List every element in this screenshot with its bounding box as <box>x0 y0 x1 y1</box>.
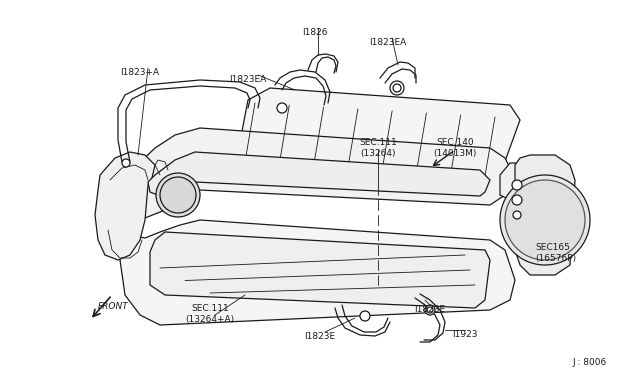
Text: (13264+A): (13264+A) <box>186 315 235 324</box>
Polygon shape <box>120 215 515 325</box>
Circle shape <box>360 311 370 321</box>
Polygon shape <box>148 152 490 196</box>
Circle shape <box>393 84 401 92</box>
Circle shape <box>122 159 130 167</box>
Text: (13264): (13264) <box>360 149 396 158</box>
Text: I1823EA: I1823EA <box>369 38 406 47</box>
Text: I1823E: I1823E <box>305 332 335 341</box>
Circle shape <box>390 81 404 95</box>
Circle shape <box>425 305 435 315</box>
Circle shape <box>513 211 521 219</box>
Polygon shape <box>150 232 490 308</box>
Circle shape <box>505 180 585 260</box>
Circle shape <box>427 307 433 313</box>
Circle shape <box>160 177 196 213</box>
Text: I1923: I1923 <box>452 330 477 339</box>
Text: I1823EA: I1823EA <box>229 75 267 84</box>
Circle shape <box>156 173 200 217</box>
Circle shape <box>500 175 590 265</box>
Text: FRONT: FRONT <box>98 302 129 311</box>
Circle shape <box>512 180 522 190</box>
Polygon shape <box>238 88 520 185</box>
Text: (16576P): (16576P) <box>535 254 576 263</box>
Text: I1823+A: I1823+A <box>120 68 159 77</box>
Circle shape <box>277 103 287 113</box>
Text: SEC.140: SEC.140 <box>436 138 474 147</box>
Text: I1823E: I1823E <box>415 305 445 314</box>
Text: I1826: I1826 <box>302 28 328 37</box>
Text: SEC.111: SEC.111 <box>359 138 397 147</box>
Text: SEC165: SEC165 <box>535 243 570 252</box>
Text: (14013M): (14013M) <box>433 149 477 158</box>
Polygon shape <box>500 163 540 200</box>
Circle shape <box>512 195 522 205</box>
Text: J : 8006: J : 8006 <box>573 358 607 367</box>
Polygon shape <box>120 128 510 218</box>
Polygon shape <box>515 155 575 275</box>
Text: SEC.111: SEC.111 <box>191 304 229 313</box>
Polygon shape <box>95 152 155 260</box>
